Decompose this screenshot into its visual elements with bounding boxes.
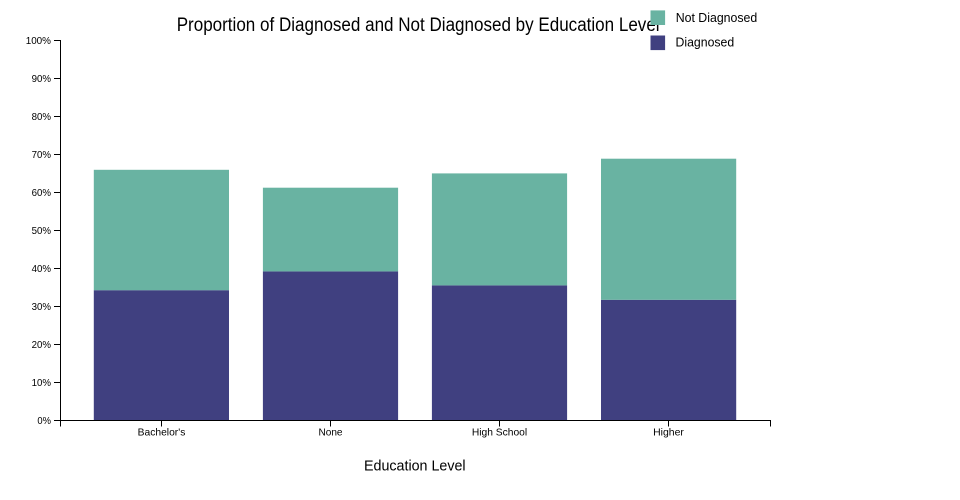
svg-text:70%: 70%: [32, 150, 51, 161]
svg-text:10%: 10%: [32, 378, 51, 389]
svg-text:20%: 20%: [32, 340, 51, 351]
svg-text:50%: 50%: [32, 226, 51, 237]
svg-text:Diagnosed: Diagnosed: [676, 35, 735, 49]
svg-text:Higher: Higher: [653, 427, 684, 439]
svg-text:None: None: [318, 427, 342, 439]
svg-text:30%: 30%: [32, 302, 51, 313]
svg-text:High School: High School: [472, 427, 527, 439]
svg-text:Proportion of Diagnosed and No: Proportion of Diagnosed and Not Diagnose…: [177, 15, 660, 36]
svg-text:Not Diagnosed: Not Diagnosed: [676, 11, 758, 25]
svg-text:90%: 90%: [32, 74, 51, 85]
svg-text:Bachelor's: Bachelor's: [138, 427, 186, 439]
svg-text:0%: 0%: [37, 416, 51, 427]
svg-text:Education Level: Education Level: [364, 458, 466, 475]
svg-text:80%: 80%: [32, 112, 51, 123]
svg-text:40%: 40%: [32, 264, 51, 275]
svg-text:60%: 60%: [32, 188, 51, 199]
svg-text:100%: 100%: [26, 36, 51, 47]
